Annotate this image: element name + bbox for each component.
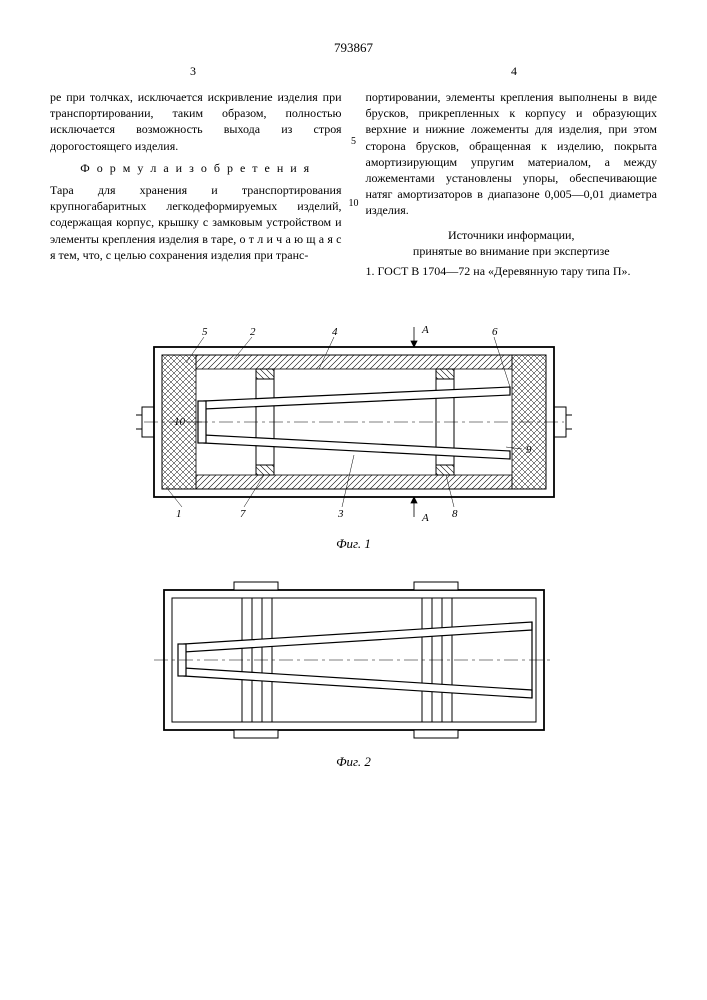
right-para1: портировании, элементы крепления выполне… bbox=[366, 89, 658, 219]
left-column: ре при толчках, исключается искривление … bbox=[50, 89, 342, 279]
text-columns: 5 10 ре при толчках, исключается искривл… bbox=[50, 89, 657, 279]
fig2-caption: Фиг. 2 bbox=[50, 754, 657, 770]
left-para1: ре при толчках, исключается искривление … bbox=[50, 89, 342, 154]
fig1-caption: Фиг. 1 bbox=[50, 536, 657, 552]
fig1-l10: 10 bbox=[174, 416, 186, 428]
fig1-l8: 8 bbox=[452, 508, 458, 520]
fig1-l2: 2 bbox=[250, 326, 256, 338]
page-right: 4 bbox=[511, 64, 517, 79]
patent-number: 793867 bbox=[50, 40, 657, 56]
right-column: портировании, элементы крепления выполне… bbox=[366, 89, 658, 279]
fig1-l3: 3 bbox=[337, 508, 344, 520]
formula-title: Ф о р м у л а и з о б р е т е н и я bbox=[50, 160, 342, 176]
fig1-l9: 9 bbox=[526, 444, 532, 456]
line-marker-10: 10 bbox=[349, 197, 359, 211]
figure-1: А А 5 2 4 6 1 7 3 8 9 bbox=[114, 307, 594, 532]
fig1-l5: 5 bbox=[202, 326, 208, 338]
sources-sub: принятые во внимание при экспертизе bbox=[366, 243, 658, 259]
fig1-l7: 7 bbox=[240, 508, 246, 520]
source-1: 1. ГОСТ В 1704—72 на «Деревянную тару ти… bbox=[366, 263, 658, 279]
page-left: 3 bbox=[190, 64, 196, 79]
fig1-secA-bot: А bbox=[421, 512, 429, 524]
fig1-l6: 6 bbox=[492, 326, 498, 338]
fig1-secA-top: А bbox=[421, 324, 429, 336]
fig1-l4: 4 bbox=[332, 326, 338, 338]
fig1-l1: 1 bbox=[176, 508, 182, 520]
page-numbers: 3 4 bbox=[50, 64, 657, 79]
figures-block: А А 5 2 4 6 1 7 3 8 9 bbox=[50, 307, 657, 770]
line-marker-5: 5 bbox=[351, 135, 356, 149]
figure-2 bbox=[134, 570, 574, 750]
sources-title: Источники информации, bbox=[366, 227, 658, 243]
left-para2: Тара для хранения и транспортирования кр… bbox=[50, 182, 342, 263]
